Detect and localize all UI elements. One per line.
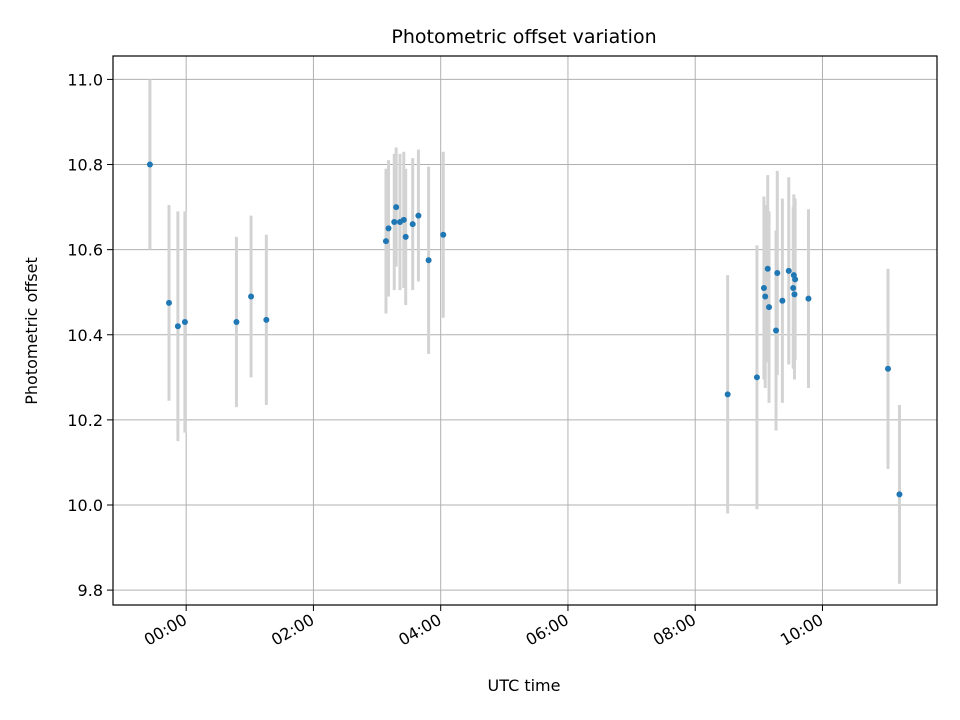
data-point <box>774 270 781 277</box>
y-tick-label: 11.0 <box>67 70 103 89</box>
data-points <box>146 161 903 498</box>
y-tick-label: 10.6 <box>67 241 103 260</box>
y-tick-label: 9.8 <box>78 581 103 600</box>
data-point <box>790 284 797 291</box>
data-point <box>425 257 432 264</box>
data-point <box>766 304 773 311</box>
data-point <box>762 293 769 300</box>
data-point <box>792 276 799 283</box>
plot-frame <box>112 55 938 606</box>
data-point <box>174 323 181 330</box>
data-point <box>400 216 407 223</box>
data-point <box>263 316 270 323</box>
data-point <box>409 221 416 228</box>
chart-title: Photometric offset variation <box>391 26 656 48</box>
y-axis-ticks: 9.8 10.0 10.2 10.4 10.6 10.8 11.0 <box>67 70 113 600</box>
data-point <box>165 299 172 306</box>
data-point <box>233 318 240 325</box>
data-point <box>805 295 812 302</box>
data-point <box>753 374 760 381</box>
data-point <box>773 327 780 334</box>
data-point <box>791 291 798 298</box>
data-point <box>385 225 392 232</box>
data-point <box>885 365 892 372</box>
data-point <box>896 491 903 498</box>
y-tick-label: 10.4 <box>67 326 103 345</box>
data-point <box>440 231 447 238</box>
data-point <box>764 265 771 272</box>
data-point <box>785 267 792 274</box>
y-tick-label: 10.8 <box>67 156 103 175</box>
data-point <box>248 293 255 300</box>
data-point <box>146 161 153 168</box>
data-point <box>393 204 400 211</box>
y-tick-label: 10.0 <box>67 496 103 515</box>
data-point <box>760 284 767 291</box>
data-point <box>391 218 398 225</box>
data-point <box>724 391 731 398</box>
x-axis-label: UTC time <box>488 676 561 695</box>
data-point <box>415 212 422 219</box>
data-point <box>402 233 409 240</box>
y-axis-label: Photometric offset <box>22 257 41 405</box>
data-point <box>181 318 188 325</box>
y-tick-label: 10.2 <box>67 411 103 430</box>
data-point <box>382 238 389 245</box>
data-point <box>779 297 786 304</box>
grid-lines <box>113 56 937 605</box>
